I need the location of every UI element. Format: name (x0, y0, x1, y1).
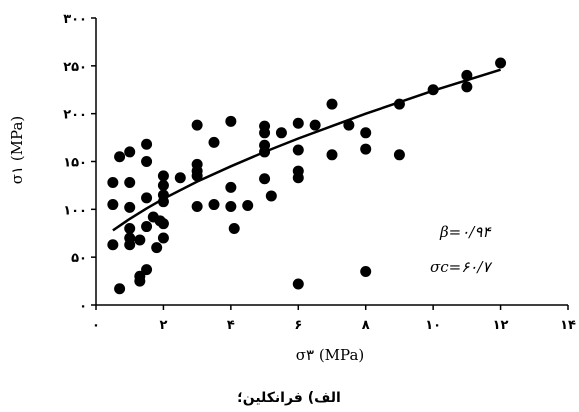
data-point (141, 192, 153, 204)
data-point (124, 146, 136, 158)
data-point (141, 221, 153, 233)
data-point (157, 232, 169, 244)
data-point (292, 278, 304, 290)
data-point (124, 222, 136, 234)
data-point (134, 234, 146, 246)
data-point (208, 136, 220, 148)
x-tick-label: ۱۲ (493, 318, 509, 333)
data-point (343, 119, 355, 131)
data-point (225, 181, 237, 193)
beta-annotation: β=۰/۹۴ (439, 223, 492, 241)
data-point (360, 143, 372, 155)
data-point (326, 149, 338, 161)
data-point (275, 127, 287, 139)
data-point (107, 177, 119, 189)
data-point (309, 119, 321, 131)
data-point (259, 127, 271, 139)
figure-caption: الف) فرانکلین؛ (237, 390, 341, 406)
x-ticks: ۰ ۲ ۴ ۶ ۸ ۱۰ ۱۲ ۱۴ (92, 305, 576, 333)
x-axis-title: σ۳ (MPa) (296, 346, 365, 364)
y-tick-label: ۵۰ (71, 251, 87, 266)
data-point (157, 196, 169, 208)
data-point (191, 119, 203, 131)
data-point (461, 69, 473, 81)
x-tick-label: ۸ (362, 318, 370, 333)
data-point (225, 200, 237, 212)
data-point (393, 98, 405, 110)
data-point (208, 199, 220, 211)
data-point (191, 200, 203, 212)
data-point (141, 138, 153, 150)
data-point (265, 190, 277, 202)
y-tick-label: ۳۰۰ (63, 12, 87, 27)
y-axis-title: σ۱ (MPa) (8, 116, 26, 185)
data-point (326, 98, 338, 110)
data-point (495, 57, 507, 69)
sigma-c-annotation: σc=۶۰/۷ (430, 258, 493, 276)
data-point (360, 127, 372, 139)
x-tick-label: ۰ (92, 318, 100, 333)
data-point (174, 172, 186, 184)
data-point (157, 218, 169, 230)
data-point (107, 239, 119, 251)
y-ticks: ۰ ۵۰ ۱۰۰ ۱۵۰ ۲۰۰ ۲۵۰ ۳۰۰ (63, 12, 96, 314)
data-point (141, 156, 153, 167)
y-tick-label: ۲۰۰ (63, 108, 87, 123)
data-point (107, 199, 119, 211)
data-point (292, 117, 304, 129)
y-tick-label: ۲۵۰ (63, 60, 87, 75)
x-tick-label: ۲ (159, 318, 167, 333)
x-tick-label: ۶ (294, 318, 302, 333)
data-point (151, 242, 163, 254)
data-point (157, 170, 169, 182)
x-tick-label: ۴ (227, 318, 235, 333)
y-tick-label: ۰ (79, 299, 87, 314)
fit-curve (112, 68, 501, 232)
y-tick-label: ۱۵۰ (63, 156, 87, 171)
data-point (124, 177, 136, 189)
y-tick-label: ۱۰۰ (63, 203, 87, 218)
data-point (134, 275, 146, 287)
x-tick-label: ۱۴ (560, 318, 576, 333)
data-point (157, 179, 169, 191)
data-point (292, 172, 304, 184)
data-point (242, 200, 254, 212)
data-point (461, 81, 473, 93)
data-point (124, 239, 136, 251)
data-point (393, 149, 405, 161)
data-point (191, 170, 203, 182)
data-point (259, 146, 271, 158)
data-point (114, 151, 126, 163)
data-point (114, 283, 126, 295)
data-point (292, 144, 304, 156)
data-points (107, 57, 507, 295)
data-point (259, 173, 271, 185)
data-point (124, 201, 136, 213)
data-point (225, 115, 237, 127)
x-tick-label: ۱۰ (425, 318, 441, 333)
data-point (427, 84, 439, 96)
data-point (228, 222, 240, 234)
data-point (141, 264, 153, 276)
data-point (360, 266, 372, 278)
